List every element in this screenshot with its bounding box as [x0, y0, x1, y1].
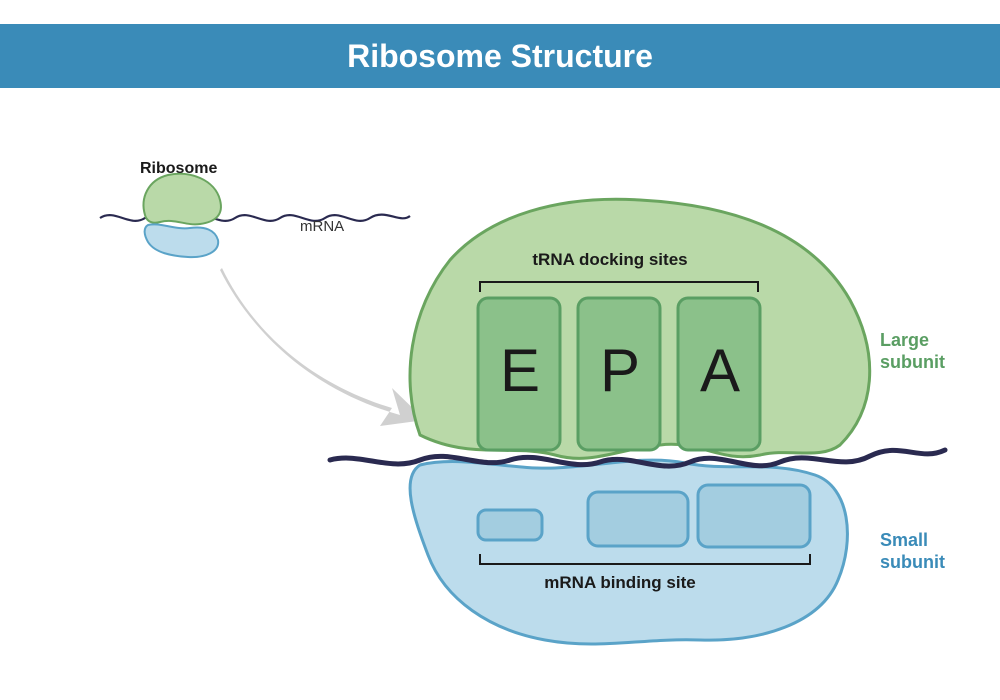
ribosome-diagram: E P A tRNA docking sites mRNA binding si…: [0, 0, 1000, 700]
zoom-arrow: [220, 268, 425, 426]
mini-ribosome: [100, 174, 410, 257]
label-ribosome: Ribosome: [140, 160, 217, 178]
mrna-binding-box: [478, 510, 542, 540]
label-mrna-binding: mRNA binding site: [544, 573, 695, 592]
site-a-letter: A: [700, 337, 740, 404]
mini-small-subunit: [145, 224, 219, 257]
label-large-subunit-1: Large: [880, 330, 929, 351]
mrna-binding-box: [698, 485, 810, 547]
site-e-letter: E: [500, 337, 540, 404]
mrna-binding-box: [588, 492, 688, 546]
label-mrna-small: mRNA: [300, 218, 344, 235]
mini-large-subunit: [144, 174, 221, 225]
site-p-letter: P: [600, 337, 640, 404]
label-trna-docking: tRNA docking sites: [532, 250, 687, 269]
label-large-subunit-2: subunit: [880, 352, 945, 373]
label-small-subunit-1: Small: [880, 530, 928, 551]
label-small-subunit-2: subunit: [880, 552, 945, 573]
